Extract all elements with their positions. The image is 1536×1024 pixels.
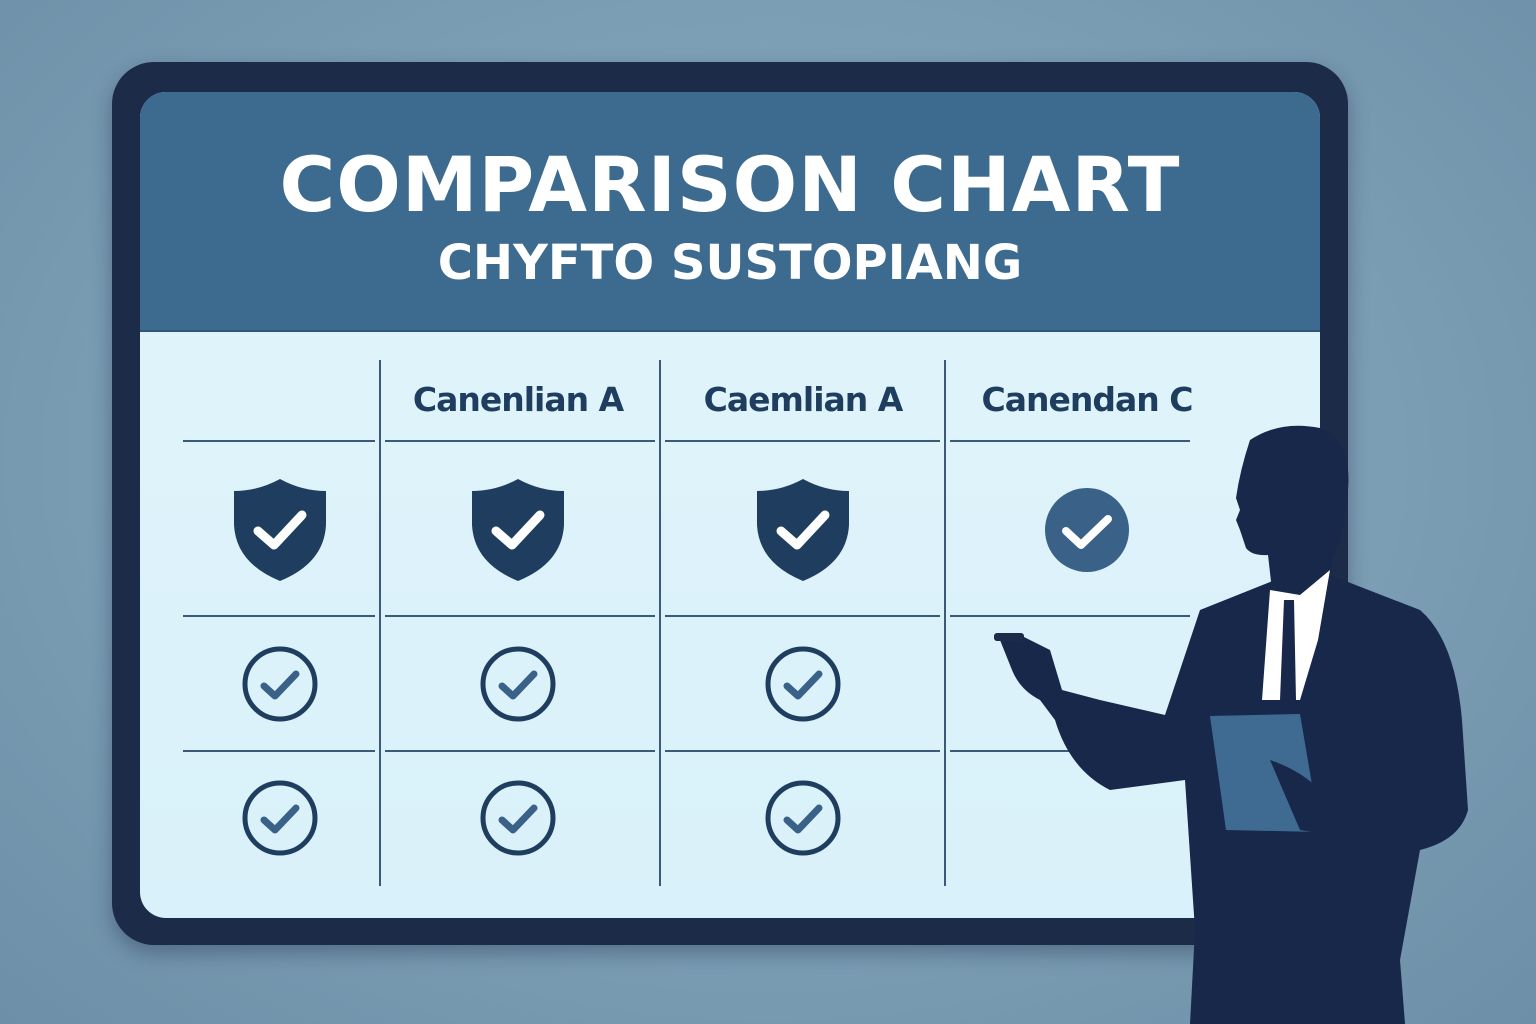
circle-check-icon xyxy=(763,778,843,862)
row-divider xyxy=(665,615,940,617)
row-divider xyxy=(665,440,940,442)
row-divider xyxy=(385,615,655,617)
column-divider xyxy=(944,360,946,886)
shield-check-icon xyxy=(753,475,853,589)
row-divider xyxy=(950,440,1190,442)
chart-header: COMPARISON CHART CHYFTO SUSTOPIANG xyxy=(140,92,1320,332)
comparison-screen: COMPARISON CHART CHYFTO SUSTOPIANG Canen… xyxy=(140,92,1320,918)
row-divider xyxy=(665,750,940,752)
circle-check-icon xyxy=(763,644,843,728)
circle-check-filled-icon xyxy=(1042,485,1132,579)
chart-subtitle: CHYFTO SUSTOPIANG xyxy=(437,235,1023,291)
row-divider xyxy=(950,615,1190,617)
shield-check-icon xyxy=(468,475,568,589)
column-header-1: Canenlian A xyxy=(412,380,624,419)
row-divider xyxy=(183,440,375,442)
circle-check-icon xyxy=(478,644,558,728)
row-divider xyxy=(950,750,1070,752)
row-divider xyxy=(385,440,655,442)
row-divider xyxy=(183,615,375,617)
row-divider xyxy=(385,750,655,752)
column-header-2: Caemlian A xyxy=(703,380,904,419)
chart-title: COMPARISON CHART xyxy=(279,140,1181,229)
column-divider xyxy=(659,360,661,886)
circle-check-icon xyxy=(240,778,320,862)
row-divider xyxy=(183,750,375,752)
column-header-3: Canendan C xyxy=(981,380,1194,419)
circle-check-icon xyxy=(478,778,558,862)
circle-check-icon xyxy=(240,644,320,728)
shield-check-icon xyxy=(230,475,330,589)
column-divider xyxy=(379,360,381,886)
